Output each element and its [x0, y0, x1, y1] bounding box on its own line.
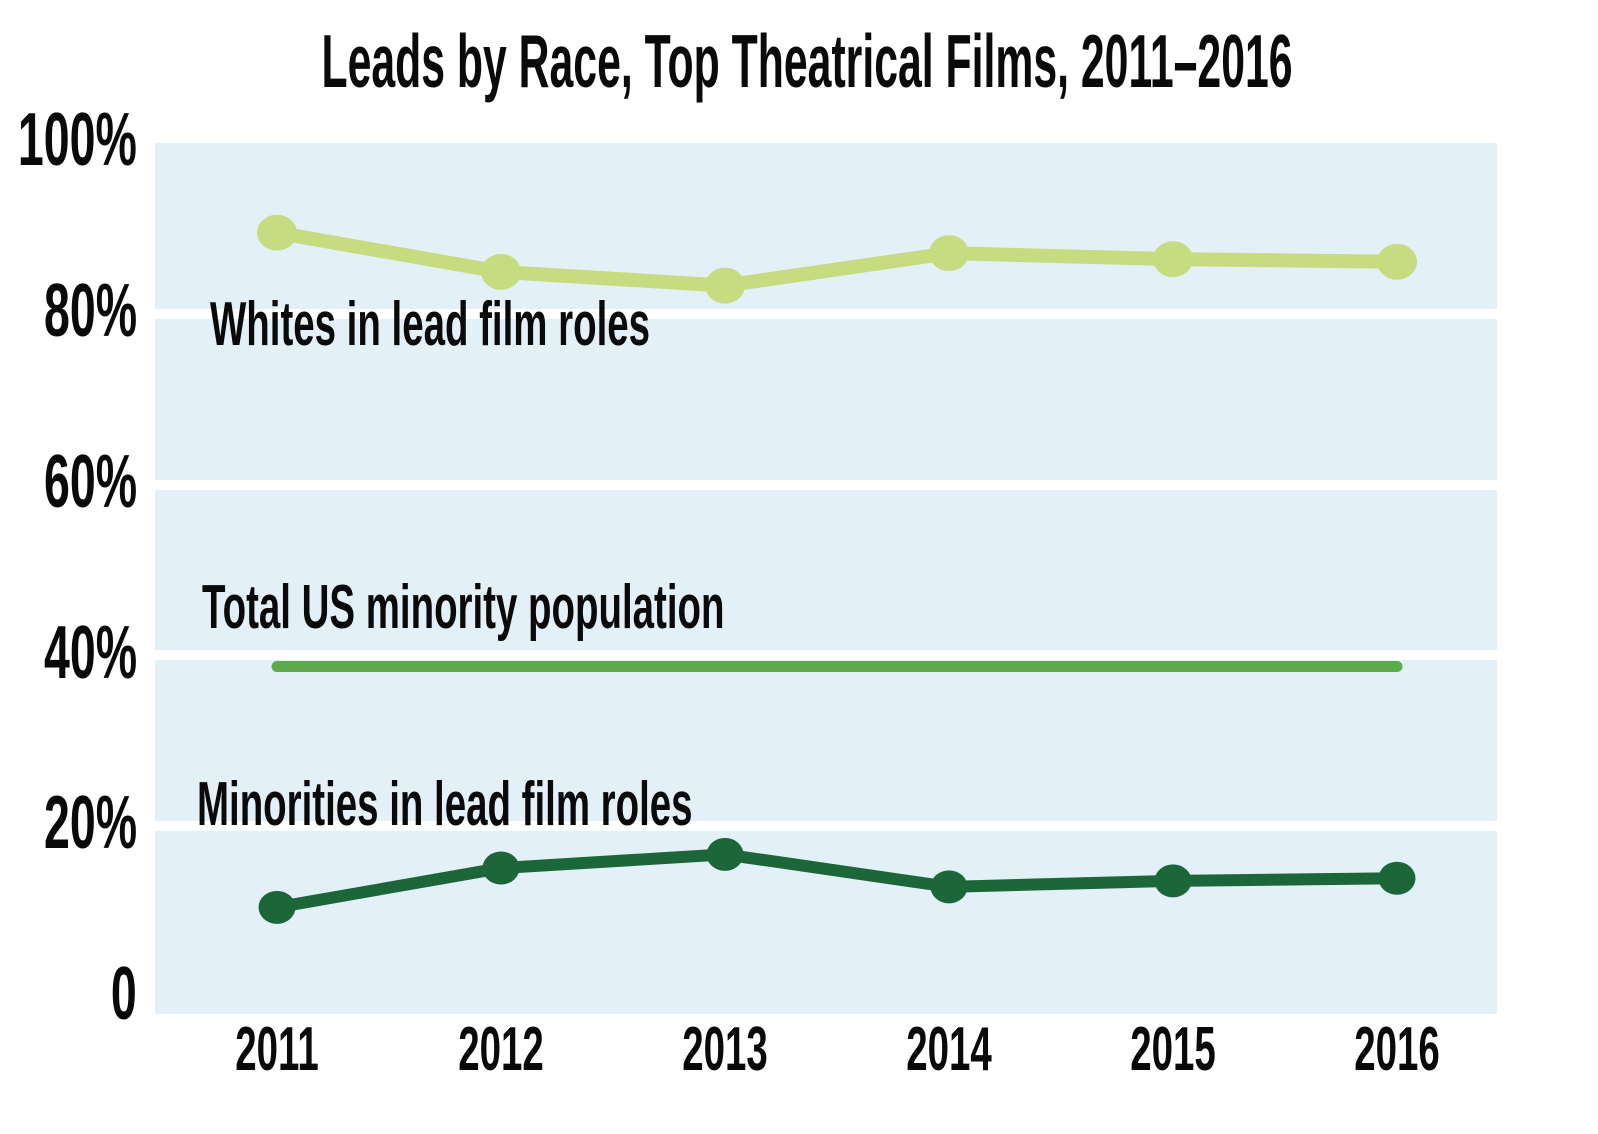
- data-point-2012-minorities: [482, 851, 520, 885]
- gridline-40pct: [155, 650, 1497, 661]
- data-point-2014-whites: [929, 235, 969, 272]
- x-tick-label-2011: 2011: [235, 1015, 319, 1084]
- gridline-60pct: [155, 479, 1497, 490]
- data-point-2015-minorities: [1154, 864, 1192, 898]
- chart-title: Leads by Race, Top Theatrical Films, 201…: [321, 19, 1293, 103]
- gridline-80pct: [155, 308, 1497, 319]
- data-point-2013-minorities: [706, 837, 744, 871]
- data-point-2016-minorities: [1378, 861, 1416, 895]
- series-line-minorities: [271, 848, 1403, 914]
- data-point-2012-whites: [481, 253, 521, 290]
- y-tick-label-80: 80%: [43, 267, 137, 352]
- series-label-minorities: Minorities in lead film roles: [197, 770, 693, 839]
- y-tick-label-0: 0: [111, 951, 137, 1036]
- y-tick-label-100: 100%: [18, 97, 137, 182]
- data-point-2014-minorities: [930, 870, 968, 904]
- data-point-2011-minorities: [258, 890, 296, 924]
- data-point-2016-whites: [1377, 243, 1417, 280]
- series-line-whites: [270, 225, 1404, 293]
- x-tick-label-2013: 2013: [682, 1015, 768, 1084]
- data-point-2013-whites: [705, 267, 745, 304]
- x-tick-label-2015: 2015: [1130, 1015, 1216, 1084]
- series-label-us-minority-population: Total US minority population: [202, 573, 725, 642]
- data-point-2011-whites: [257, 214, 297, 251]
- x-tick-label-2016: 2016: [1354, 1015, 1440, 1084]
- gridline-20pct: [155, 821, 1497, 832]
- y-tick-label-60: 60%: [43, 438, 137, 523]
- y-tick-label-40: 40%: [43, 609, 137, 694]
- series-label-whites: Whites in lead film roles: [210, 290, 651, 359]
- x-tick-label-2012: 2012: [458, 1015, 544, 1084]
- x-tick-label-2014: 2014: [906, 1015, 992, 1084]
- y-tick-label-20: 20%: [43, 780, 137, 865]
- data-point-2015-whites: [1153, 241, 1193, 278]
